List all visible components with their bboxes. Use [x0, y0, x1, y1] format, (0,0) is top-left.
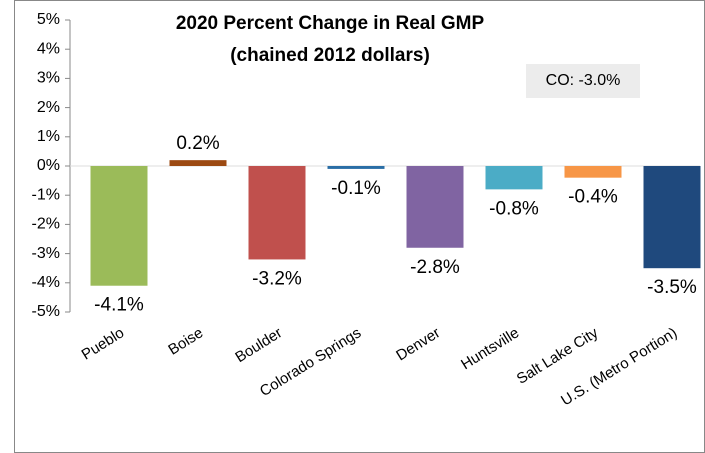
bar [248, 166, 306, 260]
value-label: -4.1% [94, 295, 144, 316]
y-tick-label: 2% [37, 99, 60, 116]
bar [485, 166, 543, 190]
bar [564, 166, 622, 178]
bar [643, 166, 701, 269]
y-tick-label: -2% [32, 216, 60, 233]
y-tick-label: 3% [37, 70, 60, 87]
value-label: -2.8% [410, 257, 460, 278]
value-label: -3.5% [647, 277, 697, 298]
bar [406, 166, 464, 248]
chart-title: 2020 Percent Change in Real GMP [176, 13, 485, 34]
value-label: -0.8% [489, 198, 539, 219]
y-tick-label: -3% [32, 245, 60, 262]
value-label: -3.2% [252, 268, 302, 289]
y-tick-label: 1% [37, 128, 60, 145]
y-tick-label: 0% [37, 157, 60, 174]
annotation-box [526, 64, 640, 98]
chart-title: (chained 2012 dollars) [230, 45, 430, 66]
y-tick-label: -4% [32, 274, 60, 291]
annotation: CO: -3.0% [546, 72, 621, 89]
y-tick-label: 4% [37, 40, 60, 57]
y-tick-label: -1% [32, 186, 60, 203]
bar [327, 166, 385, 169]
value-label: -0.1% [331, 178, 381, 199]
bar [169, 160, 227, 166]
value-label: -0.4% [568, 187, 618, 208]
bar [90, 166, 148, 286]
y-tick-label: -5% [32, 303, 60, 320]
y-tick-label: 5% [37, 11, 60, 28]
value-label: 0.2% [176, 133, 219, 154]
